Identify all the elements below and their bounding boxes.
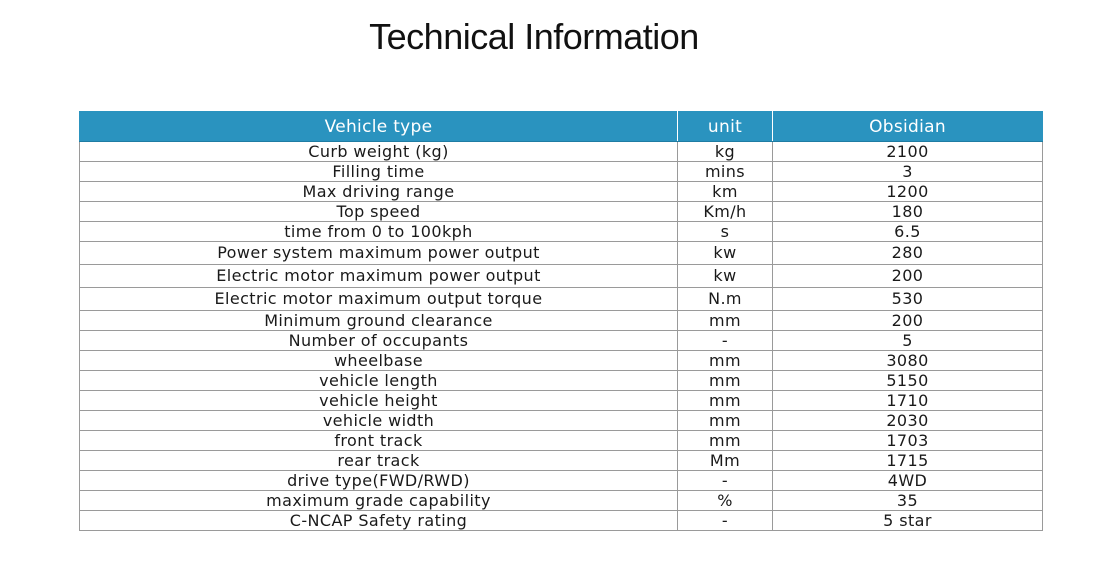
spec-name: Filling time [79, 161, 678, 182]
spec-name: front track [79, 430, 678, 451]
table-row: Top speed Km/h 180 [79, 201, 1043, 222]
spec-unit: N.m [677, 287, 773, 311]
spec-value: 35 [772, 490, 1043, 511]
spec-unit: - [677, 470, 773, 491]
table-row: Filling time mins 3 [79, 161, 1043, 182]
table-row: Number of occupants - 5 [79, 330, 1043, 351]
table-row: Electric motor maximum power output kw 2… [79, 264, 1043, 288]
spec-value: 280 [772, 241, 1043, 265]
table-row: drive type(FWD/RWD) - 4WD [79, 470, 1043, 491]
spec-unit: km [677, 181, 773, 202]
column-header-unit: unit [677, 111, 773, 142]
spec-unit: kg [677, 141, 773, 162]
spec-value: 1200 [772, 181, 1043, 202]
spec-value: 3 [772, 161, 1043, 182]
spec-name: Curb weight (kg) [79, 141, 678, 162]
spec-name: rear track [79, 450, 678, 471]
spec-unit: s [677, 221, 773, 242]
table-row: vehicle width mm 2030 [79, 410, 1043, 431]
spec-value: 200 [772, 264, 1043, 288]
spec-name: time from 0 to 100kph [79, 221, 678, 242]
spec-value: 2100 [772, 141, 1043, 162]
table-row: Curb weight (kg) kg 2100 [79, 141, 1043, 162]
page-title: Technical Information [369, 16, 699, 57]
spec-value: 180 [772, 201, 1043, 222]
spec-value: 4WD [772, 470, 1043, 491]
spec-unit: % [677, 490, 773, 511]
spec-unit: kw [677, 264, 773, 288]
spec-value: 530 [772, 287, 1043, 311]
spec-unit: Km/h [677, 201, 773, 222]
spec-unit: mm [677, 310, 773, 331]
table-row: maximum grade capability % 35 [79, 490, 1043, 511]
spec-unit: mm [677, 410, 773, 431]
spec-name: vehicle height [79, 390, 678, 411]
spec-unit: mins [677, 161, 773, 182]
spec-unit: kw [677, 241, 773, 265]
spec-value: 3080 [772, 350, 1043, 371]
spec-name: Number of occupants [79, 330, 678, 351]
table-row: Minimum ground clearance mm 200 [79, 310, 1043, 331]
spec-value: 6.5 [772, 221, 1043, 242]
table-row: Max driving range km 1200 [79, 181, 1043, 202]
spec-name: vehicle length [79, 370, 678, 391]
spec-name: Electric motor maximum power output [79, 264, 678, 288]
table-row: time from 0 to 100kph s 6.5 [79, 221, 1043, 242]
column-header-vehicle-type: Vehicle type [79, 111, 678, 142]
spec-value: 5 [772, 330, 1043, 351]
spec-name: wheelbase [79, 350, 678, 371]
spec-unit: Mm [677, 450, 773, 471]
spec-name: C-NCAP Safety rating [79, 510, 678, 531]
table-row: wheelbase mm 3080 [79, 350, 1043, 371]
spec-name: vehicle width [79, 410, 678, 431]
spec-value: 2030 [772, 410, 1043, 431]
spec-unit: mm [677, 430, 773, 451]
table-row: Power system maximum power output kw 280 [79, 241, 1043, 265]
spec-value: 1715 [772, 450, 1043, 471]
table-row: vehicle height mm 1710 [79, 390, 1043, 411]
spec-name: Electric motor maximum output torque [79, 287, 678, 311]
table-header-row: Vehicle type unit Obsidian [79, 111, 1043, 142]
spec-name: Power system maximum power output [79, 241, 678, 265]
spec-unit: - [677, 330, 773, 351]
spec-value: 1703 [772, 430, 1043, 451]
spec-unit: mm [677, 390, 773, 411]
spec-name: maximum grade capability [79, 490, 678, 511]
table-row: C-NCAP Safety rating - 5 star [79, 510, 1043, 531]
table-row: vehicle length mm 5150 [79, 370, 1043, 391]
spec-table: Vehicle type unit Obsidian Curb weight (… [79, 111, 1043, 531]
column-header-model: Obsidian [772, 111, 1043, 142]
table-row: Electric motor maximum output torque N.m… [79, 287, 1043, 311]
spec-name: Max driving range [79, 181, 678, 202]
spec-name: Top speed [79, 201, 678, 222]
spec-name: drive type(FWD/RWD) [79, 470, 678, 491]
table-row: rear track Mm 1715 [79, 450, 1043, 471]
spec-value: 1710 [772, 390, 1043, 411]
spec-unit: - [677, 510, 773, 531]
spec-value: 5150 [772, 370, 1043, 391]
spec-unit: mm [677, 350, 773, 371]
table-row: front track mm 1703 [79, 430, 1043, 451]
spec-value: 5 star [772, 510, 1043, 531]
spec-name: Minimum ground clearance [79, 310, 678, 331]
spec-value: 200 [772, 310, 1043, 331]
spec-unit: mm [677, 370, 773, 391]
